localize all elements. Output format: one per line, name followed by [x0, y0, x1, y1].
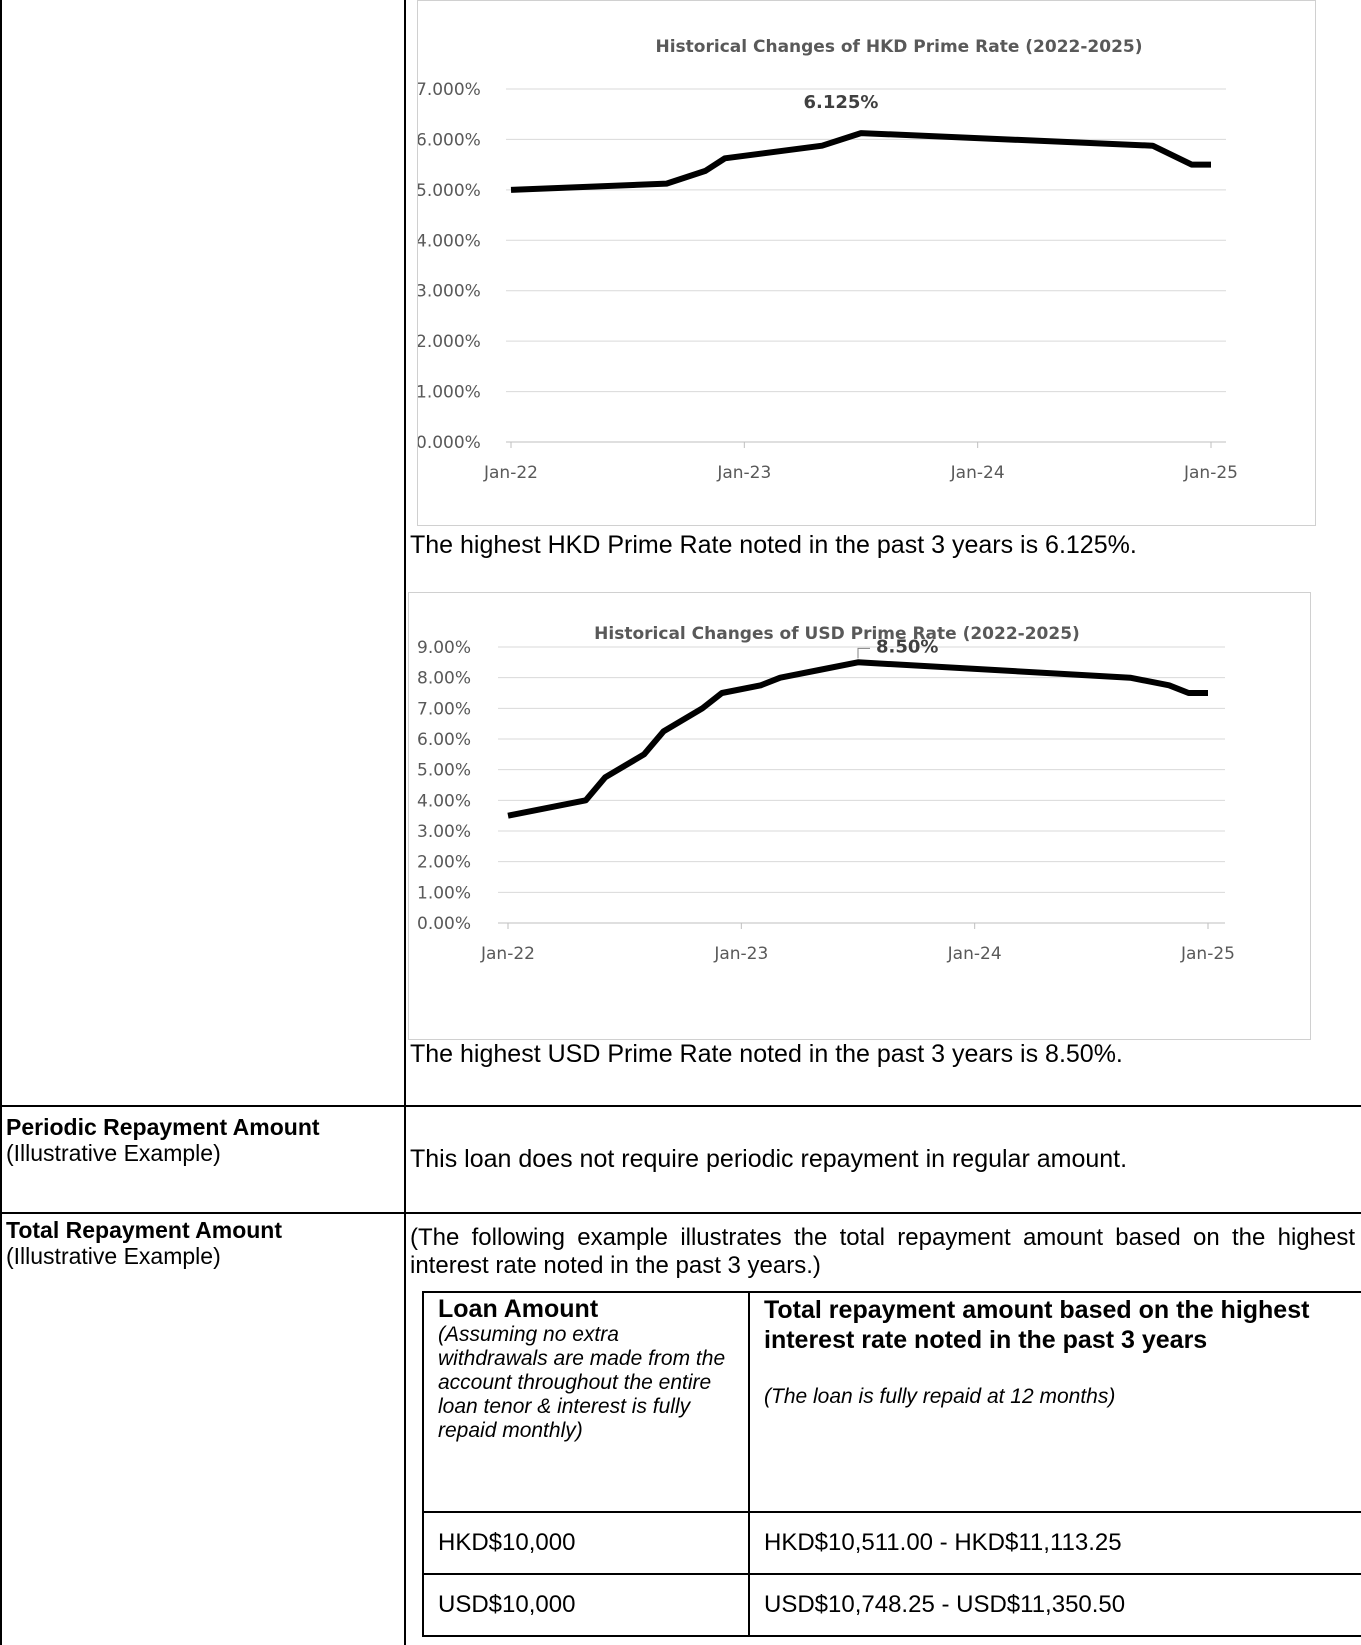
usd-y-tick-label: 3.00%	[417, 822, 471, 842]
loan-amount-heading: Loan Amount	[438, 1295, 599, 1323]
loan-amount-cell: USD$10,000	[422, 1573, 750, 1637]
usd-peak-label: 8.50%	[876, 636, 938, 657]
usd-peak-leader	[857, 647, 870, 659]
table-column-divider	[404, 0, 406, 1645]
row-divider-1	[0, 1105, 1361, 1107]
usd-y-tick-label: 1.00%	[417, 883, 471, 903]
total-repayment-label: Total Repayment Amount (Illustrative Exam…	[6, 1217, 396, 1269]
usd-prime-rate-chart: Historical Changes of USD Prime Rate (20…	[408, 592, 1311, 1040]
usd-chart-svg: Historical Changes of USD Prime Rate (20…	[417, 624, 1235, 964]
usd-y-tick-label: 9.00%	[417, 638, 471, 658]
hkd-y-tick-label: 4.000%	[418, 231, 481, 251]
loan-amount-header-cell: Loan Amount (Assuming no extra withdrawa…	[422, 1291, 750, 1513]
loan-amount-cell: HKD$10,000	[422, 1511, 750, 1575]
hkd-x-tick-label: Jan-25	[1183, 463, 1238, 483]
usd-x-tick-label: Jan-24	[947, 944, 1002, 964]
total-label-rest: (Illustrative Example)	[6, 1243, 221, 1269]
hkd-peak-label: 6.125%	[804, 92, 879, 113]
hkd-chart-svg: Historical Changes of HKD Prime Rate (20…	[418, 37, 1238, 483]
hkd-y-tick-label: 1.000%	[418, 383, 481, 403]
usd-y-tick-label: 0.00%	[417, 914, 471, 934]
hkd-x-tick-label: Jan-23	[716, 463, 771, 483]
periodic-label-bold: Periodic Repayment Amount	[6, 1114, 320, 1140]
usd-y-tick-label: 2.00%	[417, 853, 471, 873]
usd-y-tick-label: 6.00%	[417, 730, 471, 750]
usd-series-line	[507, 659, 1208, 819]
hkd-x-tick-label: Jan-24	[950, 463, 1005, 483]
loan-amount-note: (Assuming no extra withdrawals are made …	[438, 1323, 726, 1442]
total-repayment-intro: (The following example illustrates the t…	[410, 1224, 1355, 1279]
usd-y-tick-label: 7.00%	[417, 699, 471, 719]
periodic-repayment-text: This loan does not require periodic repa…	[410, 1145, 1128, 1173]
periodic-repayment-label: Periodic Repayment Amount (Illustrative …	[6, 1114, 386, 1166]
usd-caption: The highest USD Prime Rate noted in the …	[410, 1040, 1123, 1068]
hkd-y-tick-label: 3.000%	[418, 282, 481, 302]
total-repayment-heading: Total repayment amount based on the high…	[764, 1296, 1310, 1354]
total-label-bold: Total Repayment Amount	[6, 1217, 283, 1243]
table-left-border	[0, 0, 2, 1645]
row-divider-2	[0, 1212, 1361, 1214]
usd-y-tick-label: 8.00%	[417, 669, 471, 689]
total-amount-cell: USD$10,748.25 - USD$11,350.50	[748, 1573, 1361, 1637]
hkd-series-line	[510, 130, 1211, 193]
hkd-y-tick-label: 0.000%	[418, 433, 481, 453]
hkd-y-tick-label: 5.000%	[418, 181, 481, 201]
total-amount-cell: HKD$10,511.00 - HKD$11,113.25	[748, 1511, 1361, 1575]
hkd-prime-rate-chart: Historical Changes of HKD Prime Rate (20…	[417, 0, 1316, 526]
hkd-y-tick-label: 6.000%	[418, 130, 481, 150]
table-row: USD$10,000 USD$10,748.25 - USD$11,350.50	[422, 1573, 1361, 1637]
usd-x-tick-label: Jan-22	[480, 944, 535, 964]
hkd-chart-title: Historical Changes of HKD Prime Rate (20…	[656, 37, 1143, 57]
usd-y-tick-label: 5.00%	[417, 761, 471, 781]
usd-x-tick-label: Jan-25	[1180, 944, 1235, 964]
repayment-table: Loan Amount (Assuming no extra withdrawa…	[422, 1291, 1361, 1637]
total-repayment-header-cell: Total repayment amount based on the high…	[748, 1291, 1361, 1513]
hkd-caption: The highest HKD Prime Rate noted in the …	[410, 531, 1137, 559]
hkd-x-tick-label: Jan-22	[483, 463, 538, 483]
hkd-y-tick-label: 2.000%	[418, 332, 481, 352]
usd-x-tick-label: Jan-23	[713, 944, 768, 964]
periodic-label-rest: (Illustrative Example)	[6, 1140, 221, 1166]
table-header-row: Loan Amount (Assuming no extra withdrawa…	[422, 1291, 1361, 1513]
total-repayment-note: (The loan is fully repaid at 12 months)	[764, 1385, 1116, 1408]
hkd-y-tick-label: 7.000%	[418, 80, 481, 100]
usd-chart-title: Historical Changes of USD Prime Rate (20…	[594, 624, 1080, 644]
table-row: HKD$10,000 HKD$10,511.00 - HKD$11,113.25	[422, 1511, 1361, 1575]
usd-y-tick-label: 4.00%	[417, 791, 471, 811]
